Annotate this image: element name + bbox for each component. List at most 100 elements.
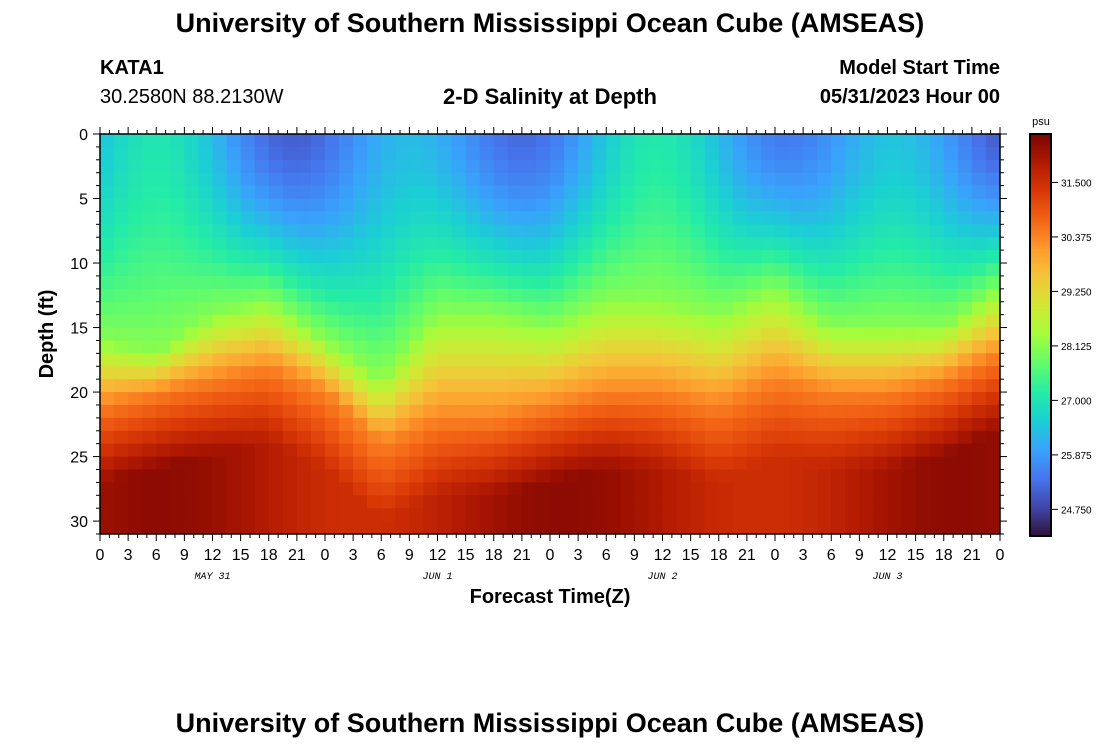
heatmap-cell — [915, 185, 931, 200]
heatmap-cell — [212, 495, 228, 509]
heatmap-cell — [114, 327, 129, 342]
heatmap-cell — [943, 198, 959, 213]
heatmap-cell — [985, 224, 1000, 238]
heatmap-cell — [353, 508, 368, 522]
heatmap-cell — [985, 469, 1000, 483]
heatmap-cell — [325, 250, 340, 264]
heatmap-cell — [479, 327, 495, 342]
heatmap-cell — [887, 134, 903, 148]
heatmap-cell — [395, 392, 410, 406]
heatmap-cell — [732, 327, 748, 342]
heatmap-cell — [648, 134, 664, 148]
heatmap-cell — [114, 250, 129, 264]
heatmap-cell — [226, 172, 242, 187]
heatmap-cell — [859, 404, 875, 419]
heatmap-cell — [156, 237, 171, 251]
heatmap-cell — [915, 301, 931, 316]
heatmap-cell — [198, 443, 214, 458]
heatmap-cell — [578, 417, 593, 432]
heatmap-cell — [873, 263, 889, 277]
date-label: JUN 3 — [872, 572, 902, 583]
heatmap-cell — [170, 146, 185, 161]
heatmap-cell — [114, 417, 129, 432]
heatmap-cell — [339, 301, 354, 316]
heatmap-cell — [620, 366, 635, 380]
heatmap-cell — [325, 275, 340, 290]
heatmap-cell — [676, 159, 692, 174]
heatmap-cell — [831, 430, 846, 445]
heatmap-cell — [437, 482, 453, 496]
heatmap-cell — [718, 327, 734, 342]
heatmap-cell — [662, 185, 678, 200]
heatmap-cell — [254, 224, 270, 238]
heatmap-cell — [325, 521, 340, 534]
heatmap-cell — [493, 159, 509, 174]
heatmap-cell — [746, 430, 762, 445]
heatmap-cell — [732, 443, 748, 458]
heatmap-cell — [662, 301, 678, 316]
heatmap-cell — [845, 353, 860, 367]
heatmap-cell — [395, 250, 410, 264]
heatmap-cell — [479, 211, 495, 225]
heatmap-cell — [240, 366, 256, 380]
heatmap-cell — [128, 404, 143, 419]
heatmap-cell — [704, 495, 720, 509]
heatmap-cell — [873, 430, 889, 445]
colorbar-tick-label: 31.500 — [1061, 178, 1092, 189]
heatmap-cell — [845, 443, 860, 458]
station-id: KATA1 — [100, 57, 164, 79]
heatmap-cell — [395, 172, 410, 187]
heatmap-cell — [240, 508, 256, 522]
heatmap-cell — [859, 172, 875, 187]
heatmap-cell — [620, 288, 635, 303]
heatmap-cell — [254, 263, 270, 277]
heatmap-cell — [550, 134, 565, 148]
heatmap-cell — [915, 417, 931, 432]
heatmap-cell — [395, 456, 410, 471]
heatmap-cell — [887, 404, 903, 419]
heatmap-cell — [550, 146, 565, 161]
heatmap-cell — [831, 508, 846, 522]
heatmap-cell — [395, 404, 410, 419]
heatmap-cell — [353, 456, 368, 471]
heatmap-cell — [732, 340, 748, 354]
heatmap-cell — [184, 417, 200, 432]
heatmap-cell — [493, 275, 509, 290]
heatmap-cell — [367, 301, 382, 316]
heatmap-cell — [662, 250, 678, 264]
heatmap-cell — [479, 417, 495, 432]
heatmap-cell — [676, 314, 692, 329]
heatmap-cell — [550, 314, 565, 329]
heatmap-cell — [817, 495, 832, 509]
heatmap-cell — [226, 366, 242, 380]
heatmap-cell — [760, 288, 776, 303]
heatmap-cell — [381, 366, 396, 380]
y-tick-label: 20 — [70, 385, 88, 402]
heatmap-cell — [873, 185, 889, 200]
heatmap-cell — [620, 301, 635, 316]
heatmap-cell — [915, 172, 931, 187]
heatmap-cell — [690, 392, 706, 406]
heatmap-cell — [971, 288, 987, 303]
heatmap-cell — [381, 430, 396, 445]
heatmap-cell — [746, 379, 762, 393]
heatmap-cell — [353, 237, 368, 251]
heatmap-cell — [114, 379, 129, 393]
heatmap-cell — [817, 392, 832, 406]
heatmap-cell — [465, 301, 481, 316]
colorbar — [1029, 133, 1052, 537]
heatmap-cell — [451, 508, 467, 522]
heatmap-cell — [325, 482, 340, 496]
heatmap-cell — [732, 379, 748, 393]
heatmap-cell — [521, 198, 537, 213]
heatmap-cell — [929, 521, 945, 534]
heatmap-cell — [212, 508, 228, 522]
heatmap-cell — [465, 456, 481, 471]
heatmap-cell — [929, 275, 945, 290]
heatmap-cell — [789, 211, 804, 225]
heatmap-cell — [929, 211, 945, 225]
heatmap-cell — [268, 146, 284, 161]
heatmap-cell — [676, 224, 692, 238]
